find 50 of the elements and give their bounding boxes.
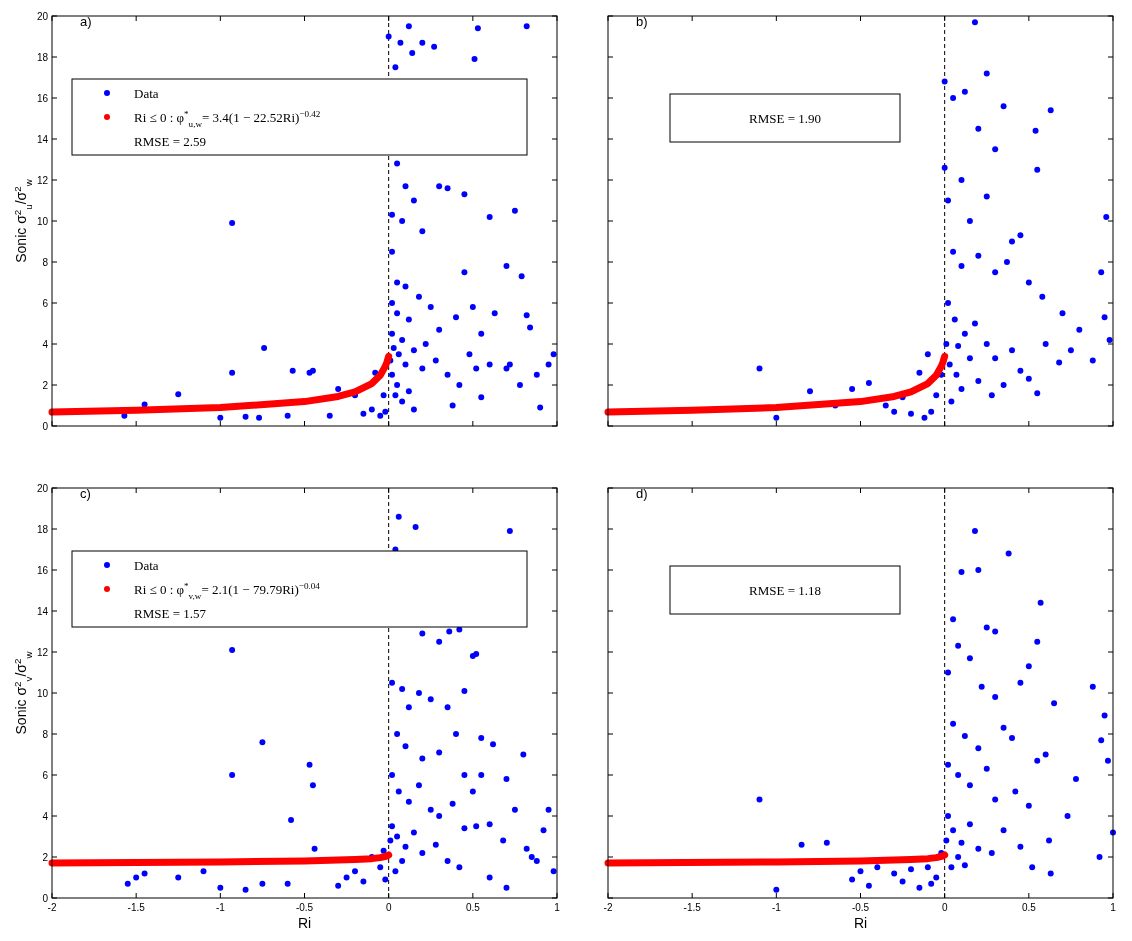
y-tick-label: 12 bbox=[36, 174, 49, 186]
legend-label: Ri ≤ 0 : φ$^{*}$$_{v,w}$= 2.1(1 − 79.79Ri)$^{−0.04}$ bbox=[134, 580, 321, 601]
x-tick-label: 0 bbox=[385, 902, 392, 913]
x-axis-title: Ri bbox=[853, 915, 868, 931]
x-tick-label: 0.5 bbox=[1021, 902, 1037, 913]
y-tick-label: 18 bbox=[36, 523, 49, 535]
y-tick-label: 4 bbox=[42, 338, 49, 350]
y-tick-label: 10 bbox=[36, 215, 49, 227]
y-tick-label: 18 bbox=[36, 51, 49, 63]
x-tick-label: -1.5 bbox=[127, 902, 146, 913]
y-tick-label: 20 bbox=[36, 10, 49, 22]
annotation: c) bbox=[80, 486, 91, 501]
y-tick-label: 20 bbox=[36, 482, 49, 494]
y-tick-label: 10 bbox=[36, 687, 49, 699]
y-tick-label: 0 bbox=[42, 892, 49, 904]
x-tick-label: 1 bbox=[1110, 902, 1117, 913]
y-tick-label: 8 bbox=[42, 728, 49, 740]
x-tick-label: 0 bbox=[941, 902, 948, 913]
y-tick-label: 4 bbox=[42, 810, 49, 822]
x-axis-title: Ri bbox=[297, 915, 312, 931]
y-tick-label: 2 bbox=[42, 379, 49, 391]
legend-label: Ri ≤ 0 : φ$^{*}$$_{u,w}$= 3.4(1 − 22.52Ri)$^{−0.42}$ bbox=[134, 108, 321, 129]
x-tick-label: -2 bbox=[47, 902, 57, 913]
annotation: RMSE = 2.59 bbox=[134, 133, 206, 149]
y-tick-label: 16 bbox=[36, 564, 49, 576]
legend-label: Data bbox=[134, 557, 159, 573]
x-tick-label: -1 bbox=[771, 902, 782, 913]
x-tick-label: -1 bbox=[215, 902, 226, 913]
y-tick-label: 2 bbox=[42, 851, 49, 863]
y-tick-label: 0 bbox=[42, 420, 49, 432]
annotation: d) bbox=[636, 486, 648, 501]
annotation: RMSE = 1.18 bbox=[749, 582, 821, 598]
annotation: a) bbox=[80, 14, 92, 29]
annotation: b) bbox=[636, 14, 648, 29]
y-tick-label: 12 bbox=[36, 646, 49, 658]
x-tick-label: 0.5 bbox=[465, 902, 481, 913]
x-tick-label: 1 bbox=[554, 902, 561, 913]
annotation: RMSE = 1.57 bbox=[134, 605, 207, 621]
y-tick-label: 6 bbox=[42, 297, 49, 309]
x-tick-label: -2 bbox=[603, 902, 613, 913]
y-tick-label: 6 bbox=[42, 769, 49, 781]
annotation: RMSE = 1.90 bbox=[749, 110, 821, 126]
y-tick-label: 14 bbox=[36, 133, 49, 145]
y-tick-label: 14 bbox=[36, 605, 49, 617]
x-tick-label: -0.5 bbox=[295, 902, 314, 913]
y-tick-label: 16 bbox=[36, 92, 49, 104]
x-tick-label: -1.5 bbox=[683, 902, 702, 913]
legend-label: Data bbox=[134, 85, 159, 101]
x-tick-label: -0.5 bbox=[851, 902, 870, 913]
y-tick-label: 8 bbox=[42, 256, 49, 268]
